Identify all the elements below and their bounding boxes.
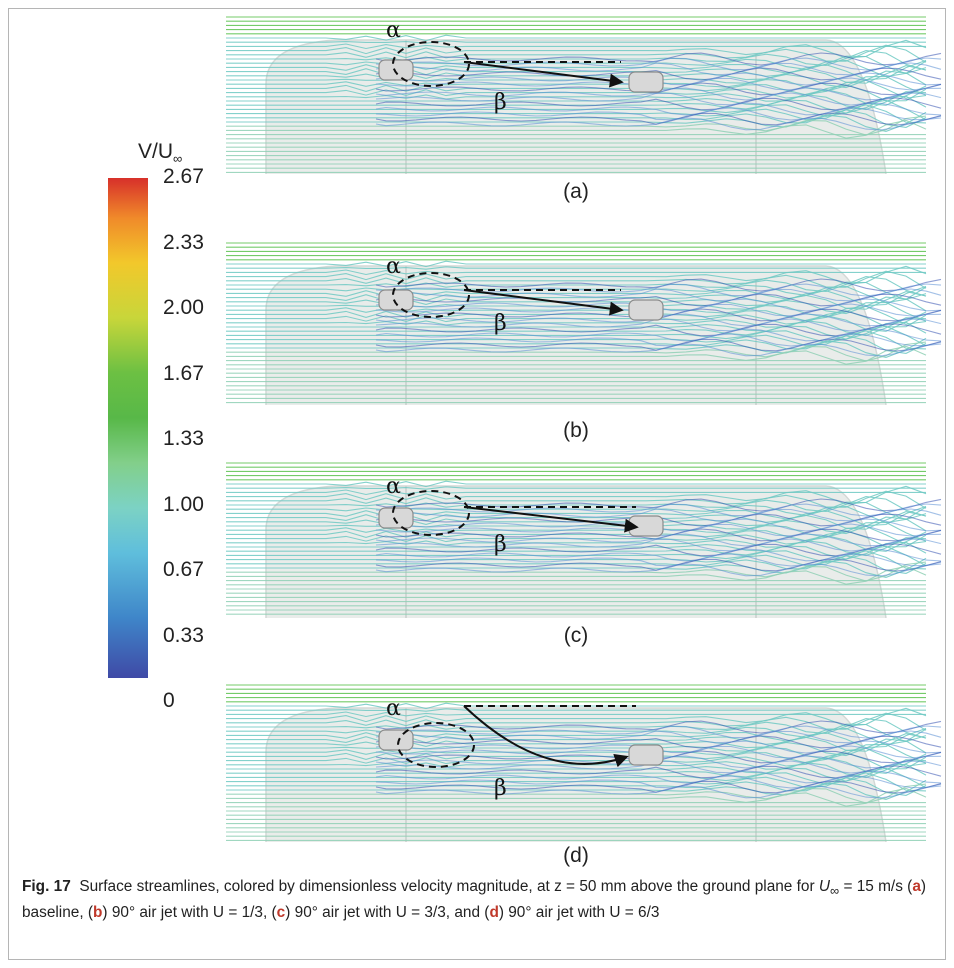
colorbar-tick: 0 [163,689,175,712]
colorbar-tick: 2.33 [163,230,204,254]
colorbar-tick: 0.67 [163,558,204,581]
streamline-plot [226,462,942,618]
colorbar-tick: 0.33 [163,623,204,647]
panel-label-b: (b) [563,419,589,442]
figure-frame [8,8,946,960]
panel-label-d: (d) [563,844,589,867]
alpha-label: α [386,696,401,721]
colorbar-tick: 2.00 [163,296,204,319]
beta-label: β [494,776,507,801]
colorbar-tick: 1.67 [163,361,204,385]
beta-label: β [494,90,507,115]
streamline-plot [226,684,942,842]
colorbar-tick: 2.67 [163,165,204,188]
beta-label: β [494,532,507,557]
colorbar-tick: 1.33 [163,427,204,450]
alpha-label: α [386,18,401,43]
alpha-label: α [386,254,401,279]
panel-label-c: (c) [563,624,589,647]
panel-label-a: (a) [563,180,589,203]
streamline-plot [226,242,942,405]
alpha-label: α [386,474,401,499]
figure-caption: Fig. 17 Surface streamlines, colored by … [22,878,927,922]
colorbar-title: V/U∞ [138,140,183,167]
colorbar [108,178,148,678]
streamline-plot [226,16,942,174]
beta-label: β [494,311,507,336]
colorbar-tick: 1.00 [163,492,204,516]
